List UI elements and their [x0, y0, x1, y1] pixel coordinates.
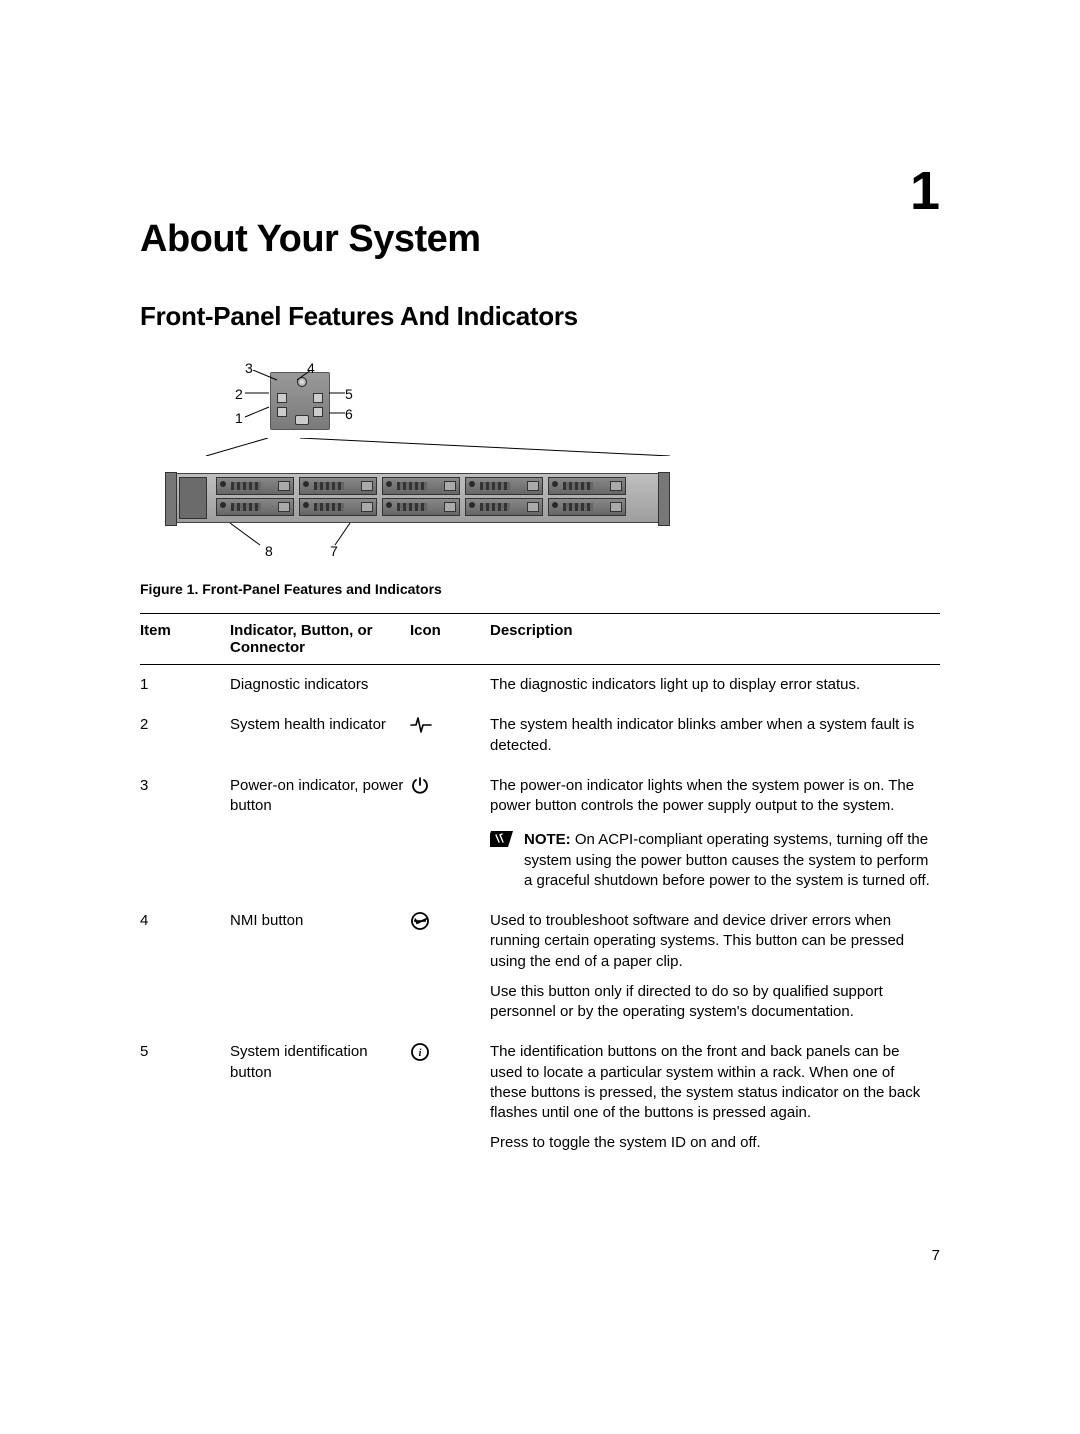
table-row: 3 Power-on indicator, power button The p… [140, 766, 940, 901]
th-icon: Icon [410, 614, 490, 665]
page-number: 7 [932, 1247, 940, 1264]
th-item: Item [140, 614, 230, 665]
chassis-illustration [170, 473, 665, 523]
cell-indicator: System health indicator [230, 705, 410, 766]
table-row: 5 System identification button i The ide… [140, 1032, 940, 1163]
th-indicator: Indicator, Button, or Connector [230, 614, 410, 665]
callout-leader-lines [200, 438, 680, 456]
callout-8: 8 [265, 543, 273, 559]
cell-desc: Used to troubleshoot software and device… [490, 901, 940, 1032]
svg-text:i: i [419, 1048, 422, 1059]
cell-indicator: System identification button [230, 1032, 410, 1163]
table-row: 4 NMI button Used to troubleshoot softwa… [140, 901, 940, 1032]
cell-indicator: Diagnostic indicators [230, 665, 410, 706]
cell-item: 5 [140, 1032, 230, 1163]
note-icon [490, 830, 514, 848]
nmi-icon [410, 901, 490, 1032]
note-text: NOTE: On ACPI-compliant operating system… [524, 830, 934, 891]
section-title: Front-Panel Features And Indicators [140, 301, 940, 332]
table-row: 2 System health indicator The system hea… [140, 705, 940, 766]
cell-desc: The diagnostic indicators light up to di… [490, 665, 940, 706]
cell-indicator: NMI button [230, 901, 410, 1032]
callout-7: 7 [330, 543, 338, 559]
cell-indicator: Power-on indicator, power button [230, 766, 410, 901]
cell-desc: The power-on indicator lights when the s… [490, 766, 940, 901]
power-icon [410, 766, 490, 901]
id-icon: i [410, 1032, 490, 1163]
chapter-title: About Your System [140, 218, 940, 261]
cell-icon [410, 665, 490, 706]
cell-item: 4 [140, 901, 230, 1032]
callout-2: 2 [235, 386, 243, 402]
th-description: Description [490, 614, 940, 665]
callout-1: 1 [235, 410, 243, 426]
health-icon [410, 705, 490, 766]
cell-desc: The system health indicator blinks amber… [490, 705, 940, 766]
cell-item: 2 [140, 705, 230, 766]
cell-item: 1 [140, 665, 230, 706]
cell-item: 3 [140, 766, 230, 901]
figure-caption: Figure 1. Front-Panel Features and Indic… [140, 581, 940, 597]
table-row: 1 Diagnostic indicators The diagnostic i… [140, 665, 940, 706]
chapter-number: 1 [910, 160, 940, 222]
figure: 1 2 3 4 5 6 [170, 360, 940, 563]
cell-desc: The identification buttons on the front … [490, 1032, 940, 1163]
features-table: Item Indicator, Button, or Connector Ico… [140, 613, 940, 1164]
